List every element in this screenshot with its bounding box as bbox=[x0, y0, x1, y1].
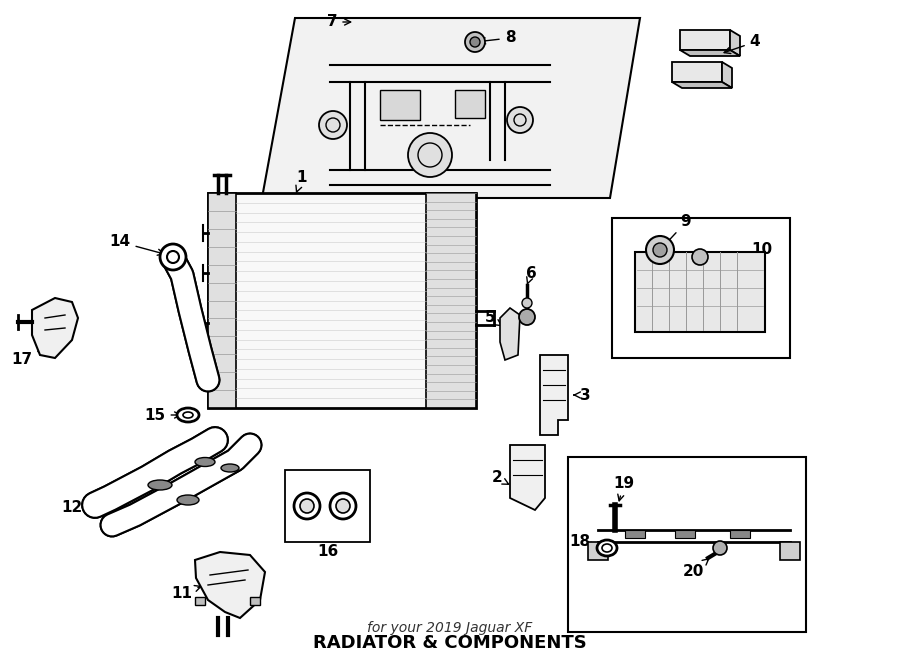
Ellipse shape bbox=[195, 457, 215, 467]
Text: 6: 6 bbox=[526, 266, 536, 284]
Polygon shape bbox=[208, 193, 236, 408]
Ellipse shape bbox=[148, 480, 172, 490]
Bar bbox=[568, 457, 806, 632]
Circle shape bbox=[653, 243, 667, 257]
Text: 1: 1 bbox=[296, 171, 307, 192]
Polygon shape bbox=[195, 552, 265, 618]
Polygon shape bbox=[540, 355, 568, 435]
Circle shape bbox=[470, 37, 480, 47]
Polygon shape bbox=[262, 18, 640, 198]
Polygon shape bbox=[730, 30, 740, 56]
Text: 3: 3 bbox=[574, 387, 590, 403]
Polygon shape bbox=[672, 62, 722, 82]
Bar bbox=[588, 542, 608, 560]
Ellipse shape bbox=[221, 464, 239, 472]
Text: 11: 11 bbox=[172, 586, 201, 600]
Bar bbox=[285, 470, 370, 542]
Ellipse shape bbox=[336, 499, 350, 513]
Bar bbox=[455, 90, 485, 118]
Bar bbox=[612, 218, 790, 358]
Polygon shape bbox=[680, 50, 740, 56]
Polygon shape bbox=[510, 445, 545, 510]
Circle shape bbox=[646, 236, 674, 264]
Bar bbox=[250, 597, 260, 605]
Text: 20: 20 bbox=[682, 559, 708, 580]
Text: 12: 12 bbox=[61, 500, 91, 516]
Text: 15: 15 bbox=[144, 407, 181, 422]
Text: 5: 5 bbox=[485, 311, 501, 326]
Text: 16: 16 bbox=[317, 545, 338, 559]
Polygon shape bbox=[426, 193, 476, 408]
Circle shape bbox=[692, 249, 708, 265]
Text: 2: 2 bbox=[491, 471, 508, 485]
Circle shape bbox=[408, 133, 452, 177]
Circle shape bbox=[713, 541, 727, 555]
Circle shape bbox=[519, 309, 535, 325]
Ellipse shape bbox=[177, 408, 199, 422]
Bar bbox=[625, 530, 645, 538]
Text: 17: 17 bbox=[12, 347, 46, 368]
Text: 7: 7 bbox=[327, 15, 351, 30]
Bar bbox=[195, 597, 205, 605]
Bar bbox=[380, 90, 420, 120]
Text: 14: 14 bbox=[110, 235, 164, 255]
Ellipse shape bbox=[597, 540, 617, 556]
Polygon shape bbox=[722, 62, 732, 88]
Polygon shape bbox=[32, 298, 78, 358]
Ellipse shape bbox=[294, 493, 320, 519]
Polygon shape bbox=[680, 30, 730, 50]
Text: 19: 19 bbox=[614, 475, 634, 501]
Text: RADIATOR & COMPONENTS: RADIATOR & COMPONENTS bbox=[313, 634, 587, 652]
Text: for your 2019 Jaguar XF: for your 2019 Jaguar XF bbox=[367, 621, 533, 635]
Text: 10: 10 bbox=[719, 243, 772, 275]
Text: 4: 4 bbox=[724, 34, 760, 54]
Bar bbox=[675, 530, 695, 538]
Text: 18: 18 bbox=[570, 533, 596, 549]
Text: 8: 8 bbox=[480, 30, 516, 46]
Bar bbox=[635, 252, 765, 332]
Circle shape bbox=[319, 111, 347, 139]
Bar bbox=[780, 542, 800, 560]
Polygon shape bbox=[500, 308, 520, 360]
Text: 9: 9 bbox=[663, 215, 691, 247]
Bar bbox=[730, 530, 750, 538]
Circle shape bbox=[465, 32, 485, 52]
Ellipse shape bbox=[177, 495, 199, 505]
Ellipse shape bbox=[300, 499, 314, 513]
Circle shape bbox=[507, 107, 533, 133]
Circle shape bbox=[160, 244, 186, 270]
Text: 13: 13 bbox=[202, 465, 229, 481]
Polygon shape bbox=[208, 193, 476, 408]
Ellipse shape bbox=[330, 493, 356, 519]
Polygon shape bbox=[672, 82, 732, 88]
Circle shape bbox=[522, 298, 532, 308]
